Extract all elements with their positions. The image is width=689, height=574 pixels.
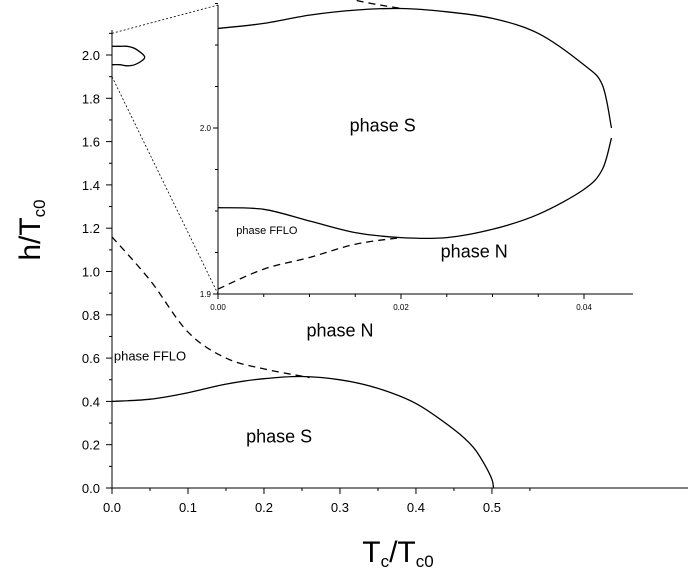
- inset-solid-boundary: [217, 137, 613, 240]
- main-region-label: phase S: [246, 427, 312, 447]
- inset-y-tick-label: 1.9: [200, 290, 212, 299]
- y-tick-label: 0.0: [82, 481, 100, 496]
- x-tick-label: 0.3: [331, 500, 349, 515]
- x-tick-label: 0.0: [103, 500, 121, 515]
- inset-x-tick-label: 0.02: [393, 303, 409, 312]
- y-tick-label: 1.8: [82, 91, 100, 106]
- y-tick-label: 1.6: [82, 135, 100, 150]
- x-tick-label: 0.2: [255, 500, 273, 515]
- x-axis-title: Tc/Tc0: [362, 536, 433, 571]
- y-tick-label: 1.4: [82, 178, 100, 193]
- inset-solid-boundary: [217, 7, 613, 129]
- inset-region-label: phase FFLO: [236, 225, 298, 237]
- x-tick-label: 0.5: [483, 500, 501, 515]
- inset-region-label: phase N: [441, 241, 508, 261]
- x-tick-label: 0.1: [179, 500, 197, 515]
- inset-region-label: phase S: [350, 115, 416, 135]
- zoom-connector-bottom: [111, 76, 219, 295]
- y-tick-label: 0.8: [82, 308, 100, 323]
- main-plot: 0.0 0.1 0.2 0.3 0.4 0.5 0.0 0.2 0.4 0.6 0.8 1.0 1.2 1…: [14, 4, 688, 571]
- inset-plot: 0.00 0.02 0.04 1.9 2.0 phase N phase FFLO phase…: [200, 0, 633, 312]
- main-solid-boundary: [111, 375, 495, 489]
- x-tick-label: 0.4: [407, 500, 425, 515]
- zoom-connector-top: [111, 4, 219, 34]
- y-tick-label: 2.0: [82, 48, 100, 63]
- y-tick-label: 1.2: [82, 221, 100, 236]
- y-tick-label: 0.2: [82, 438, 100, 453]
- y-tick-label: 0.4: [82, 394, 100, 409]
- main-dashed-boundary: [111, 236, 310, 379]
- inset-dashed-boundary: [217, 236, 402, 290]
- y-tick-label: 0.6: [82, 351, 100, 366]
- main-region-label: phase FFLO: [114, 348, 186, 363]
- y-tick-label: 1.0: [82, 265, 100, 280]
- inset-background: [218, 5, 633, 294]
- main-solid-boundary: [111, 45, 146, 67]
- inset-dashed-boundary: [351, 0, 402, 10]
- main-region-label: phase N: [306, 320, 373, 340]
- inset-x-tick-label: 0.00: [210, 303, 226, 312]
- inset-x-tick-label: 0.04: [576, 303, 592, 312]
- inset-y-tick-label: 2.0: [200, 124, 212, 133]
- y-axis-title: h/Tc0: [14, 199, 49, 260]
